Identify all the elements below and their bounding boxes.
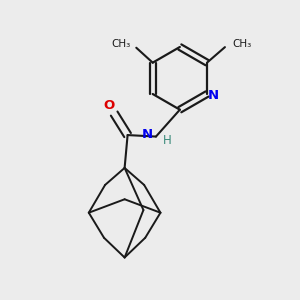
Text: CH₃: CH₃ (232, 39, 252, 49)
Text: H: H (163, 134, 171, 147)
Text: O: O (103, 99, 114, 112)
Text: N: N (208, 89, 219, 102)
Text: N: N (141, 128, 152, 141)
Text: CH₃: CH₃ (111, 39, 130, 49)
